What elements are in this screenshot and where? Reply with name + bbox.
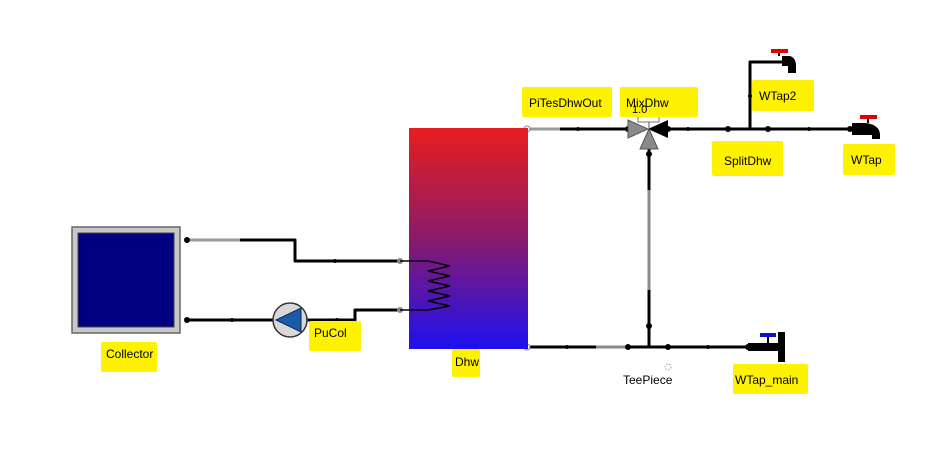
valve-bottom-icon (639, 127, 659, 150)
node (765, 126, 771, 132)
port (665, 344, 671, 350)
highlights (101, 80, 895, 394)
label-wtap-main[interactable]: WTap_main (735, 373, 798, 387)
highlight-wtap (843, 144, 895, 175)
pipe-shading (189, 127, 651, 349)
pipe-split-wtap2 (748, 60, 784, 131)
faucet-icon (782, 56, 796, 73)
highlight-pucol (309, 321, 361, 351)
highlight-dhw (452, 349, 480, 377)
node (748, 94, 752, 98)
hot-handle-icon (860, 115, 877, 119)
port (625, 344, 631, 350)
pump-pucol[interactable] (272, 302, 308, 338)
label-wtap[interactable]: WTap (851, 153, 882, 167)
pipe-collector-supply (185, 238, 402, 263)
highlight-pitesdhwout (522, 87, 612, 117)
pipe-nodes (184, 94, 853, 351)
tap-wtap-main[interactable] (748, 332, 785, 362)
main-supply-icon (778, 332, 785, 362)
pump-arrow-icon (274, 307, 302, 333)
port (847, 126, 853, 132)
node (576, 127, 580, 131)
labels: Collector PuCol Dhw PiTesDhwOut MixDhw 1… (106, 89, 882, 387)
node (333, 259, 337, 263)
heat-exchanger-coil-icon (400, 260, 451, 311)
faucet-icon (852, 123, 880, 139)
highlight-splitdhw (712, 141, 783, 176)
label-wtap2[interactable]: WTap2 (759, 89, 797, 103)
collector[interactable] (71, 226, 181, 334)
label-pitesdhwout[interactable]: PiTesDhwOut (529, 96, 602, 110)
node (565, 345, 569, 349)
highlight-collector (101, 342, 157, 372)
label-mixdhw[interactable]: MixDhw (626, 96, 669, 110)
label-mix-value: 1.0 (632, 104, 647, 116)
node (230, 318, 234, 322)
label-teepiece[interactable]: TeePiece (623, 373, 673, 387)
node (807, 127, 811, 131)
tank-dhw[interactable] (400, 128, 528, 349)
pipe-pump-return (306, 308, 402, 322)
port (646, 323, 652, 329)
label-dhw[interactable]: Dhw (455, 355, 479, 369)
label-collector[interactable]: Collector (106, 347, 153, 361)
valve-right-icon (648, 120, 668, 138)
highlight-wtap2 (752, 80, 814, 111)
label-pucol[interactable]: PuCol (314, 326, 347, 340)
tee-status-dot-icon (664, 363, 672, 371)
label-splitdhw[interactable]: SplitDhw (724, 154, 772, 168)
node (706, 345, 710, 349)
collector-panel (77, 232, 175, 328)
tank-body (409, 128, 528, 349)
highlight-wtap-main (733, 364, 808, 394)
port (646, 151, 652, 157)
port (184, 317, 190, 323)
port (184, 237, 190, 243)
main-pipe-icon (748, 343, 780, 351)
node (686, 127, 690, 131)
tap-wtap2[interactable] (771, 49, 796, 73)
node (725, 126, 731, 132)
hot-handle-icon (771, 49, 788, 53)
highlight-mixdhw (620, 87, 698, 117)
cold-handle-icon (760, 333, 776, 337)
valve-left-icon (627, 119, 650, 139)
